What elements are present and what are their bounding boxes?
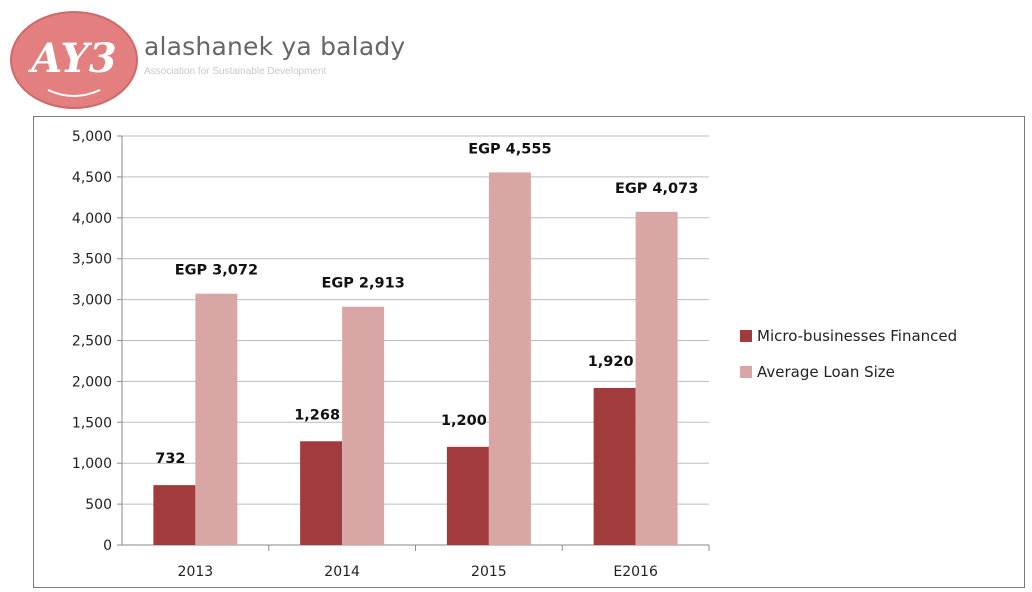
- bar-micro-businesses: [446, 446, 489, 545]
- x-tick-label: E2016: [613, 564, 658, 580]
- bar-average-loan-size: [195, 293, 238, 545]
- y-tick-label: 4,000: [72, 211, 112, 227]
- bar-micro-businesses: [300, 441, 343, 545]
- y-tick-label: 1,000: [72, 456, 112, 472]
- ay3-logo-icon: AY3: [10, 11, 138, 109]
- data-label: EGP 3,072: [175, 263, 258, 279]
- brand-header: AY3 alashanek ya balady Association for …: [8, 6, 468, 114]
- chart-container: 0 500 1,000 1,500 2,000 2,500 3,000 3,500 4,000 4…: [33, 116, 1025, 588]
- y-tick-label: 4,500: [72, 170, 112, 186]
- y-tick-label: 5,000: [72, 129, 112, 145]
- data-label: 1,268: [294, 407, 340, 423]
- data-label: EGP 4,555: [468, 141, 551, 157]
- x-tick-label: 2015: [471, 564, 507, 580]
- data-label: 732: [155, 451, 185, 467]
- bar-micro-businesses: [593, 387, 636, 545]
- bar-chart: 0 500 1,000 1,500 2,000 2,500 3,000 3,500 4,000 4…: [72, 129, 957, 580]
- y-tick-label: 500: [85, 497, 112, 513]
- y-tick-label: 0: [103, 538, 112, 554]
- legend-swatch: [740, 366, 752, 378]
- bar-average-loan-size: [488, 172, 531, 545]
- legend-swatch: [740, 330, 752, 342]
- y-tick-label: 2,500: [72, 334, 112, 350]
- bar-average-loan-size: [635, 211, 678, 545]
- data-label: EGP 2,913: [321, 276, 404, 292]
- data-label: EGP 4,073: [615, 181, 698, 197]
- data-label: 1,920: [588, 354, 634, 370]
- x-tick-label: 2014: [324, 564, 360, 580]
- brand-name: alashanek ya balady: [144, 32, 406, 61]
- data-label: 1,200: [441, 413, 487, 429]
- y-tick-label: 3,000: [72, 293, 112, 309]
- logo-text: AY3: [27, 35, 116, 82]
- brand-tagline: Association for Sustainable Development: [144, 66, 327, 77]
- y-tick-label: 3,500: [72, 252, 112, 268]
- y-tick-label: 2,000: [72, 374, 112, 390]
- legend-label: Average Loan Size: [757, 363, 895, 381]
- y-tick-label: 1,500: [72, 415, 112, 431]
- bar-micro-businesses: [153, 485, 196, 545]
- legend-label: Micro-businesses Financed: [757, 327, 957, 345]
- bar-average-loan-size: [342, 306, 385, 545]
- x-tick-label: 2013: [178, 564, 214, 580]
